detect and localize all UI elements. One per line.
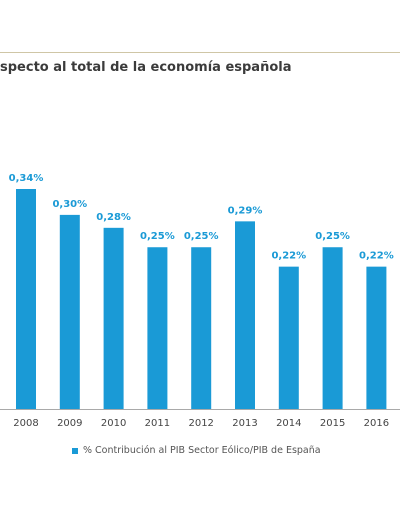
x-tick-2009: 2009 — [57, 418, 82, 429]
bar-2016 — [366, 266, 387, 409]
data-label-2010: 0,28% — [96, 212, 131, 223]
chart-title: specto al total de la economía española — [0, 60, 292, 75]
bar-2008 — [16, 189, 36, 409]
data-label-2014: 0,22% — [271, 251, 306, 262]
x-tick-2008: 2008 — [13, 418, 38, 429]
data-label-2008: 0,34% — [9, 173, 44, 184]
legend-label: % Contribución al PIB Sector Eólico/PIB … — [83, 445, 321, 456]
bar-2011 — [147, 247, 168, 409]
x-tick-2016: 2016 — [364, 418, 389, 429]
bar-2012 — [191, 247, 212, 409]
data-label-2015: 0,25% — [315, 231, 350, 242]
data-label-2016: 0,22% — [359, 251, 394, 262]
x-tick-2010: 2010 — [101, 418, 126, 429]
x-tick-2014: 2014 — [276, 418, 301, 429]
x-tick-2015: 2015 — [320, 418, 345, 429]
x-tick-2011: 2011 — [145, 418, 170, 429]
bar-2010 — [103, 227, 124, 409]
x-tick-2012: 2012 — [188, 418, 213, 429]
data-label-2013: 0,29% — [228, 205, 263, 216]
bar-2009 — [59, 214, 80, 409]
legend-swatch — [72, 447, 78, 454]
bar-2013 — [235, 221, 255, 409]
bar-2015 — [322, 247, 343, 409]
header-divider — [0, 52, 400, 53]
bar-2014 — [278, 266, 299, 409]
data-label-2012: 0,25% — [184, 231, 219, 242]
x-tick-2013: 2013 — [232, 418, 257, 429]
data-label-2009: 0,30% — [52, 199, 87, 210]
data-label-2011: 0,25% — [140, 231, 175, 242]
legend: % Contribución al PIB Sector Eólico/PIB … — [72, 445, 321, 456]
